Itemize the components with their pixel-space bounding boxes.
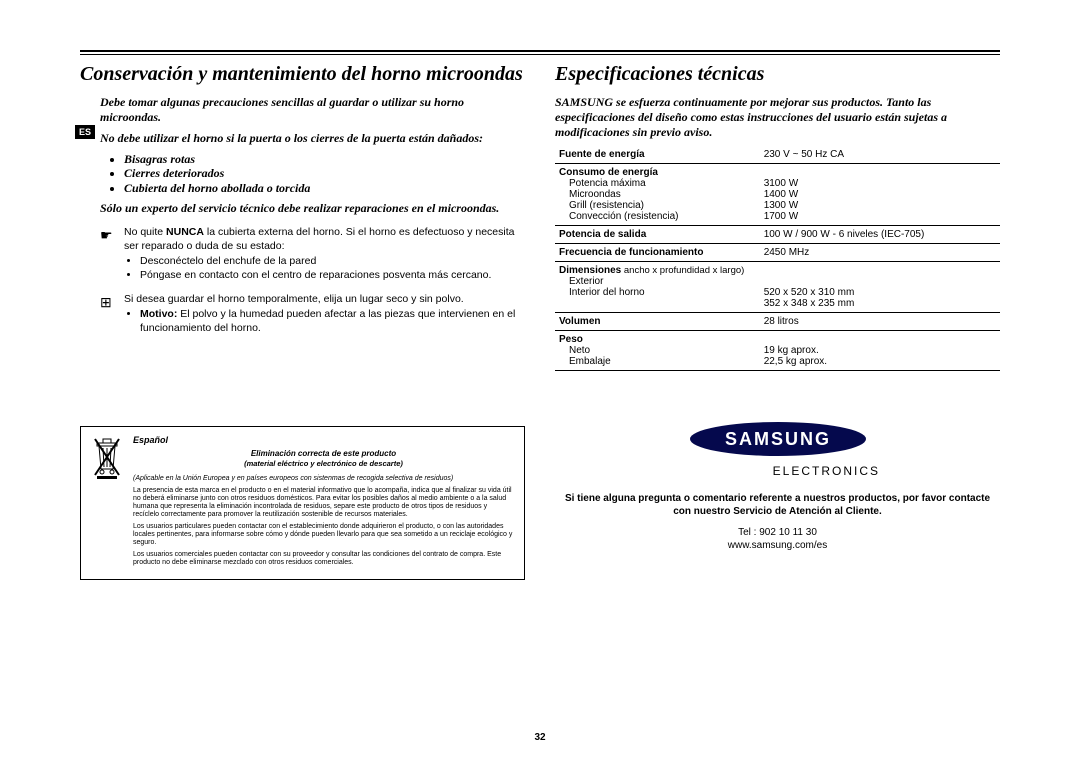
spec-value: 2450 MHz: [760, 244, 1000, 262]
plus-box-icon: ⊞: [100, 293, 114, 336]
spec-value: 100 W / 900 W - 6 niveles (IEC-705): [760, 226, 1000, 244]
spec-value: 520 x 520 x 310 mm 352 x 348 x 235 mm: [760, 262, 1000, 313]
peso-v: 19 kg aprox.: [764, 345, 819, 356]
spec-value: 230 V ~ 50 Hz CA: [760, 146, 1000, 164]
samsung-logo: SAMSUNG: [688, 421, 868, 462]
note1-sub: Desconéctelo del enchufe de la pared: [140, 255, 525, 269]
consumo-k: Convección (resistencia): [559, 211, 756, 222]
contact-bold: Si tiene alguna pregunta o comentario re…: [555, 492, 1000, 518]
note2-sub: Motivo: El polvo y la humedad pueden afe…: [140, 308, 525, 335]
spec-label: Volumen: [555, 313, 760, 331]
nunca-bold: NUNCA: [166, 226, 204, 238]
dim-v: 352 x 348 x 235 mm: [764, 298, 855, 309]
logo-subtext: ELECTRONICS: [555, 464, 1000, 478]
consumo-k: Microondas: [559, 189, 756, 200]
left-p2: No debe utilizar el horno si la puerta o…: [100, 131, 525, 146]
spec-row-frec: Frecuencia de funcionamiento 2450 MHz: [555, 244, 1000, 262]
spec-value: 28 litros: [760, 313, 1000, 331]
disposal-text: Español Eliminación correcta de este pro…: [133, 435, 514, 572]
spec-row-peso: Peso Neto Embalaje 19 kg aprox. 22,5 kg …: [555, 331, 1000, 371]
rule-top-thick: [80, 50, 1000, 52]
damage-item: Bisagras rotas: [124, 152, 525, 166]
spec-row-fuente: Fuente de energía 230 V ~ 50 Hz CA: [555, 146, 1000, 164]
dim-k: Interior del horno: [559, 287, 756, 298]
txt: No quite: [124, 226, 166, 238]
svg-text:SAMSUNG: SAMSUNG: [724, 429, 830, 449]
spec-value: 19 kg aprox. 22,5 kg aprox.: [760, 331, 1000, 371]
disposal-title: Eliminación correcta de este producto: [133, 449, 514, 458]
left-title: Conservación y mantenimiento del horno m…: [80, 63, 525, 85]
disposal-p4: Los usuarios comerciales pueden contacta…: [133, 551, 514, 567]
contact-tel: Tel : 902 10 11 30: [555, 526, 1000, 539]
motivo-txt: El polvo y la humedad pueden afectar a l…: [140, 308, 515, 334]
motivo-label: Motivo:: [140, 308, 177, 320]
consumo-v: 1300 W: [764, 200, 798, 211]
page-number: 32: [534, 732, 545, 743]
peso-head: Peso: [559, 334, 583, 345]
page: ES Conservación y mantenimiento del horn…: [0, 0, 1080, 763]
disposal-lang: Español: [133, 435, 514, 445]
spec-row-salida: Potencia de salida 100 W / 900 W - 6 niv…: [555, 226, 1000, 244]
right-intro: SAMSUNG se esfuerza continuamente por me…: [555, 95, 1000, 140]
note1-sub: Póngase en contacto con el centro de rep…: [140, 269, 525, 283]
left-p1: Debe tomar algunas precauciones sencilla…: [100, 95, 525, 125]
spec-row-vol: Volumen 28 litros: [555, 313, 1000, 331]
disposal-p3: Los usuarios particulares pueden contact…: [133, 523, 514, 547]
peso-k: Embalaje: [559, 356, 756, 367]
disposal-p2: La presencia de esta marca en el product…: [133, 487, 514, 519]
disposal-box: Español Eliminación correcta de este pro…: [80, 426, 525, 581]
peso-v: 22,5 kg aprox.: [764, 356, 827, 367]
logo-block: SAMSUNG ELECTRONICS: [555, 421, 1000, 478]
right-column: Especificaciones técnicas SAMSUNG se esf…: [555, 63, 1000, 580]
damage-list: Bisagras rotas Cierres deteriorados Cubi…: [124, 152, 525, 195]
contact-block: Si tiene alguna pregunta o comentario re…: [555, 492, 1000, 552]
consumo-v: 1700 W: [764, 211, 798, 222]
note-item-1-text: No quite NUNCA la cubierta externa del h…: [124, 226, 525, 283]
contact-url: www.samsung.com/es: [555, 539, 1000, 552]
consumo-v: 3100 W: [764, 178, 798, 189]
disposal-subtitle: (material eléctrico y electrónico de des…: [133, 460, 514, 469]
damage-item: Cierres deteriorados: [124, 166, 525, 180]
spec-label: Fuente de energía: [555, 146, 760, 164]
dim-note: ancho x profundidad x largo): [621, 265, 744, 276]
spec-label: Peso Neto Embalaje: [555, 331, 760, 371]
dim-v: 520 x 520 x 310 mm: [764, 287, 855, 298]
consumo-v: 1400 W: [764, 189, 798, 200]
weee-bin-icon: [91, 435, 123, 572]
pointer-icon: ☛: [100, 226, 114, 283]
note-item-2: ⊞ Si desea guardar el horno temporalment…: [100, 293, 525, 336]
language-tab: ES: [75, 125, 95, 139]
spec-row-dim: Dimensiones ancho x profundidad x largo)…: [555, 262, 1000, 313]
left-column: Conservación y mantenimiento del horno m…: [80, 63, 525, 580]
dim-k: Exterior: [559, 276, 756, 287]
spec-value: 3100 W 1400 W 1300 W 1700 W: [760, 164, 1000, 226]
note-item-2-text: Si desea guardar el horno temporalmente,…: [124, 293, 525, 336]
consumo-k: Grill (resistencia): [559, 200, 756, 211]
spec-row-consumo: Consumo de energía Potencia máxima Micro…: [555, 164, 1000, 226]
disposal-p1: (Aplicable en la Unión Europea y en país…: [133, 475, 514, 483]
note1-sublist: Desconéctelo del enchufe de la pared Pón…: [140, 255, 525, 282]
spec-label: Dimensiones ancho x profundidad x largo)…: [555, 262, 760, 313]
note-item-1: ☛ No quite NUNCA la cubierta externa del…: [100, 226, 525, 283]
consumo-k: Potencia máxima: [559, 178, 756, 189]
spec-label: Consumo de energía Potencia máxima Micro…: [555, 164, 760, 226]
right-title: Especificaciones técnicas: [555, 63, 1000, 85]
note2-sublist: Motivo: El polvo y la humedad pueden afe…: [140, 308, 525, 335]
spec-label: Potencia de salida: [555, 226, 760, 244]
txt: Si desea guardar el horno temporalmente,…: [124, 293, 464, 305]
spec-table: Fuente de energía 230 V ~ 50 Hz CA Consu…: [555, 146, 1000, 371]
columns: Conservación y mantenimiento del horno m…: [80, 63, 1000, 580]
rule-top-thin: [80, 54, 1000, 55]
spec-label: Frecuencia de funcionamiento: [555, 244, 760, 262]
dim-head: Dimensiones: [559, 265, 621, 276]
left-p3: Sólo un experto del servicio técnico deb…: [100, 201, 525, 216]
consumo-head: Consumo de energía: [559, 167, 658, 178]
damage-item: Cubierta del horno abollada o torcida: [124, 181, 525, 195]
peso-k: Neto: [559, 345, 756, 356]
